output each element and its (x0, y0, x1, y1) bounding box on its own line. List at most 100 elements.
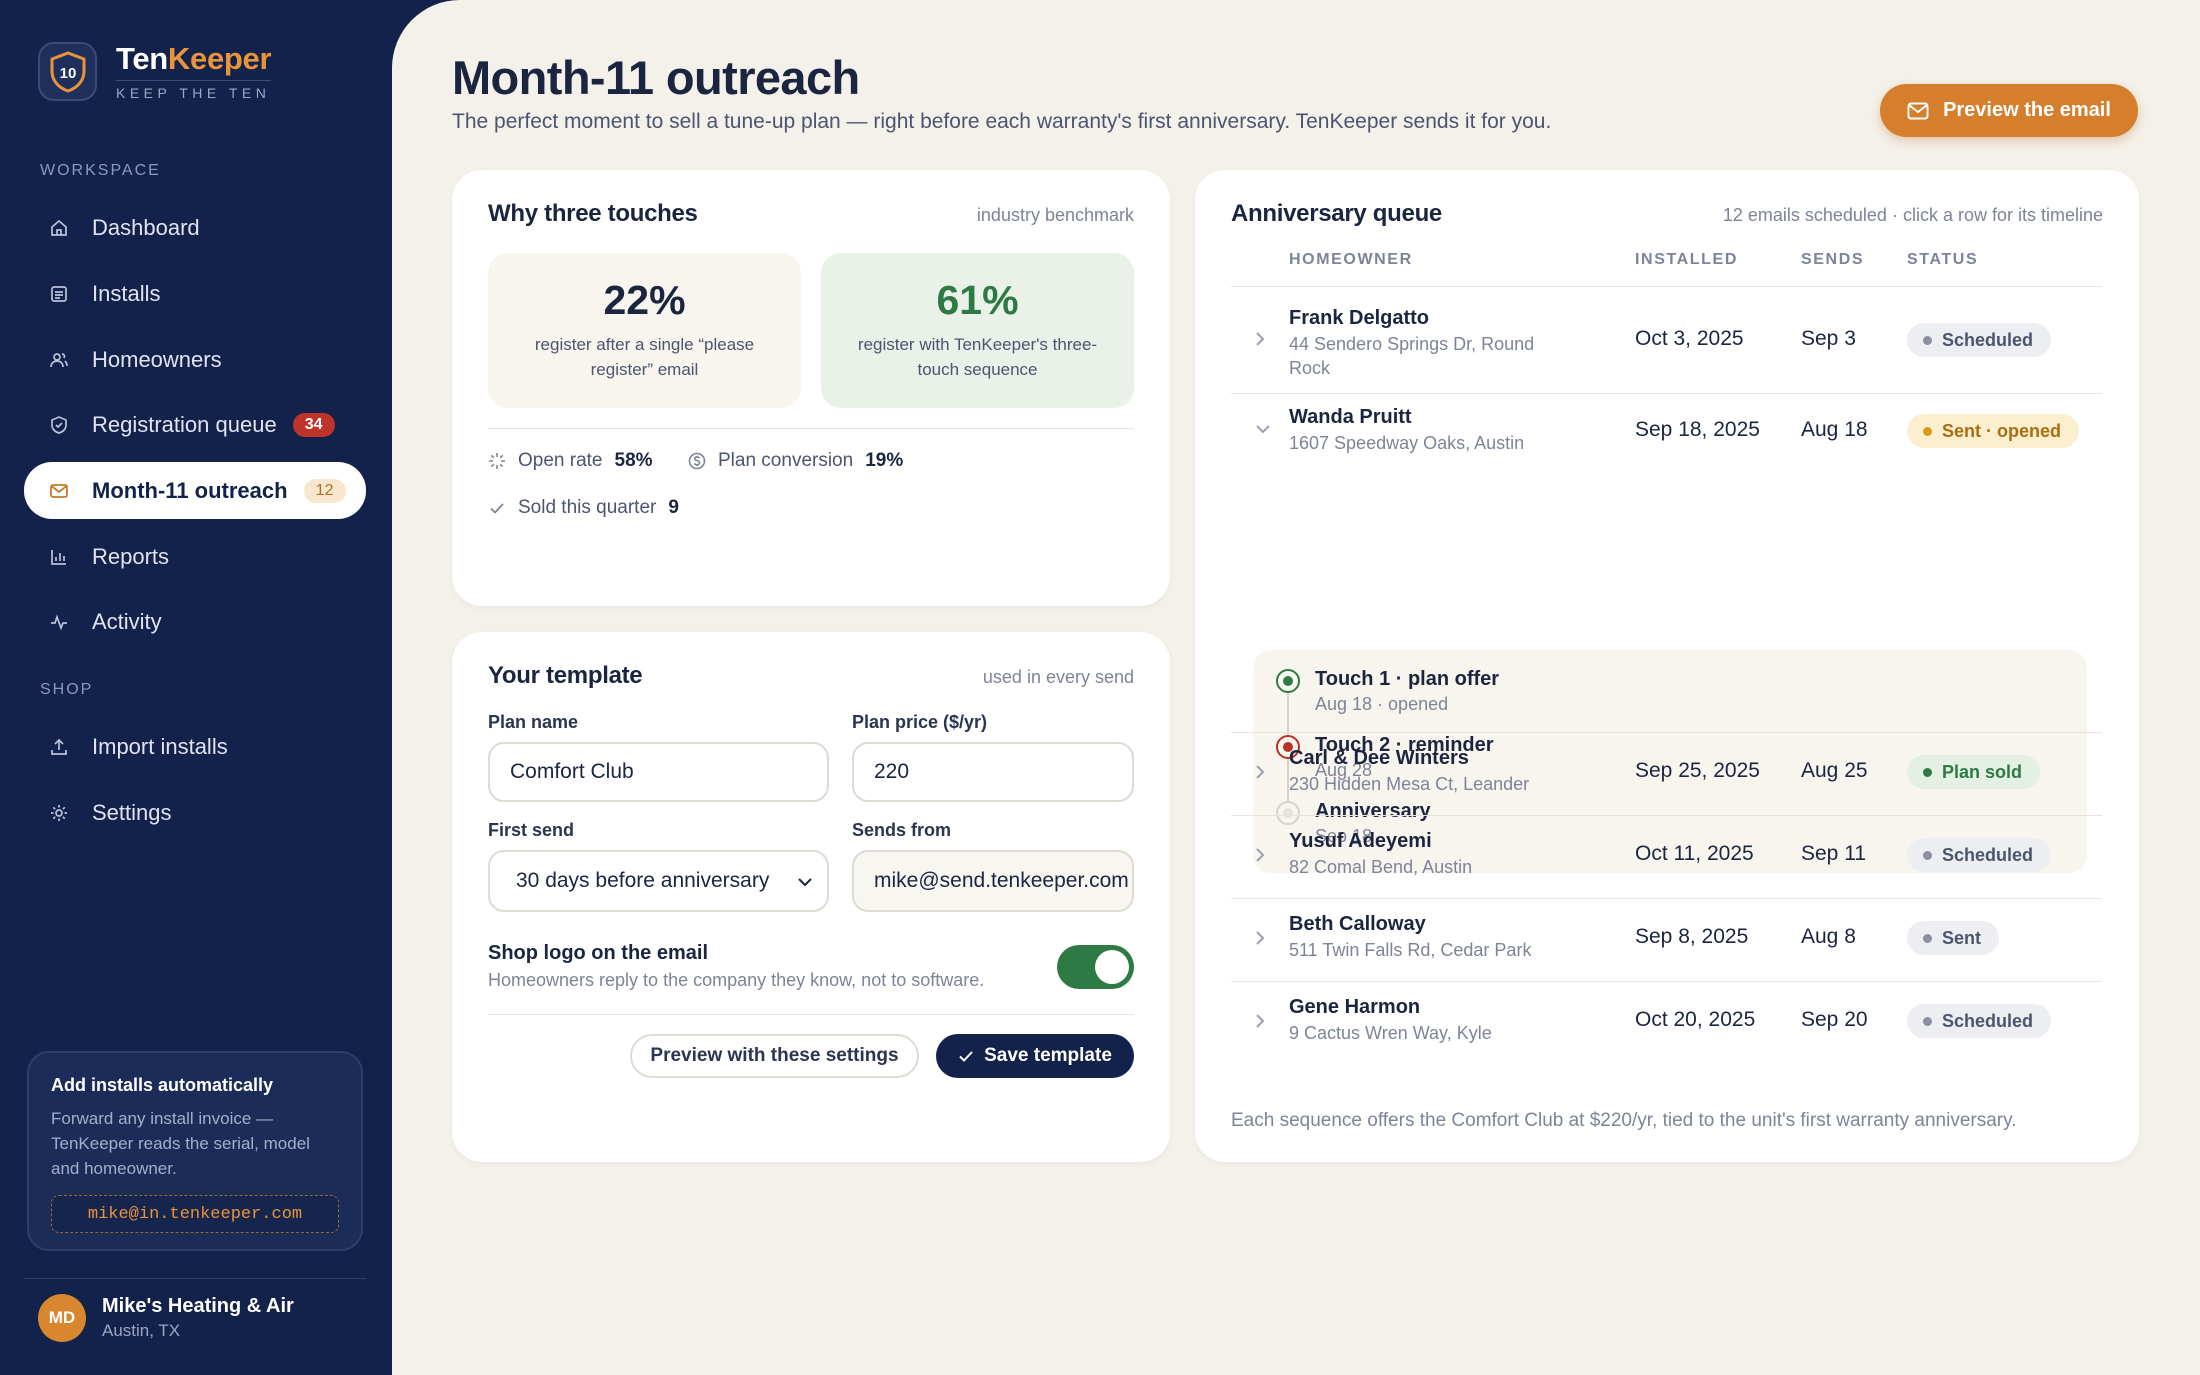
why-three-touches-card: Why three touches industry benchmark 22%… (452, 170, 1170, 606)
status-badge: Scheduled (1907, 838, 2052, 872)
divider (1231, 815, 2102, 816)
status-badge: Scheduled (1907, 323, 2052, 357)
account-switcher[interactable]: MD Mike's Heating & Air Austin, TX (38, 1294, 294, 1342)
sidebar-item-registration-queue[interactable]: Registration queue 34 (24, 396, 366, 453)
chevron-down-icon (797, 869, 813, 893)
anniversary-queue-card: Anniversary queue 12 emails scheduled · … (1195, 170, 2139, 1162)
send-date: Aug 18 (1801, 418, 1868, 441)
timeline-subtitle: Sep 18 (1315, 826, 1373, 846)
avatar: MD (38, 1294, 86, 1342)
status-badge: Sent · opened (1907, 414, 2080, 448)
toggle-knob (1095, 950, 1129, 984)
timeline-dot-next (1276, 735, 1300, 759)
card-title: Your template (488, 662, 643, 689)
installed-date: Sep 18, 2025 (1635, 418, 1760, 441)
sidebar-item-month-11-outreach[interactable]: Month-11 outreach 12 (24, 462, 366, 519)
table-row[interactable]: Beth Calloway 511 Twin Falls Rd, Cedar P… (1231, 899, 2102, 981)
template-card: Your template used in every send Plan na… (452, 632, 1170, 1162)
shield-logo-icon: 10 (38, 42, 97, 101)
single-email-stat: 22% register after a single “please regi… (488, 253, 801, 408)
status-badge: Scheduled (1907, 1004, 2052, 1038)
installed-date: Sep 8, 2025 (1635, 925, 1749, 948)
save-template-label: Save template (984, 1045, 1112, 1066)
sidebar-item-homeowners[interactable]: Homeowners (24, 331, 366, 388)
preview-email-button[interactable]: Preview the email (1880, 84, 2138, 137)
sidebar-item-label: Settings (92, 799, 172, 825)
homeowner-address: 44 Sendero Springs Dr, Round Rock (1289, 334, 1535, 378)
plan-name-label: Plan name (488, 712, 579, 732)
stat-caption: register after a single “please register… (534, 335, 755, 379)
sidebar-item-import-installs[interactable]: Import installs (24, 718, 366, 775)
brand-tagline: KEEP THE TEN (116, 80, 272, 101)
sidebar-item-settings[interactable]: Settings (24, 784, 366, 841)
chevron-right-icon (1255, 764, 1265, 780)
preview-settings-button[interactable]: Preview with these settings (630, 1034, 919, 1078)
table-row[interactable]: Frank Delgatto 44 Sendero Springs Dr, Ro… (1231, 287, 2102, 396)
page-subtitle: The perfect moment to sell a tune-up pla… (452, 110, 1552, 133)
chevron-down-icon (1255, 424, 1271, 434)
shop-logo-toggle[interactable] (1057, 945, 1134, 989)
stat-value: 61% (936, 277, 1019, 323)
nav-section-workspace: WORKSPACE (40, 162, 161, 179)
table-row[interactable]: Carl & Dee Winters 230 Hidden Mesa Ct, L… (1231, 733, 2102, 815)
homeowner-address: 82 Comal Bend, Austin (1289, 857, 1473, 877)
metric-value: 58% (614, 450, 653, 471)
installed-date: Oct 11, 2025 (1635, 842, 1754, 865)
table-row[interactable]: Yusuf Adeyemi 82 Comal Bend, Austin Oct … (1231, 816, 2102, 898)
column-header-sends[interactable]: SENDS (1801, 251, 1865, 268)
sold-quarter-metric: Sold this quarter 9 (488, 497, 679, 519)
brand-name: TenKeeper (116, 41, 272, 76)
sidebar-item-activity[interactable]: Activity (24, 593, 366, 650)
table-row-expanded[interactable]: Wanda Pruitt 1607 Speedway Oaks, Austin … (1231, 394, 2102, 478)
homeowner-name: Wanda Pruitt (1289, 406, 1412, 428)
chevron-right-icon (1255, 847, 1265, 863)
divider (1231, 981, 2102, 982)
metric-value: 19% (865, 450, 904, 471)
first-send-select[interactable]: 30 days before anniversary (488, 850, 829, 912)
metric-label: Plan conversion (718, 450, 854, 471)
sidebar-item-reports[interactable]: Reports (24, 528, 366, 585)
plan-price-label: Plan price ($/yr) (852, 712, 988, 732)
homeowner-name: Gene Harmon (1289, 996, 1421, 1018)
sidebar-item-installs[interactable]: Installs (24, 265, 366, 322)
account-location: Austin, TX (102, 1321, 181, 1340)
plan-name-input[interactable]: Comfort Club (488, 742, 829, 802)
open-rate-metric: Open rate 58% (488, 450, 653, 472)
card-hint: 12 emails scheduled · click a row for it… (1722, 205, 2103, 225)
column-header-homeowner[interactable]: HOMEOWNER (1289, 251, 1413, 268)
stat-value: 22% (603, 277, 686, 323)
homeowner-name: Carl & Dee Winters (1289, 747, 1469, 769)
users-icon (48, 349, 70, 371)
pulse-icon (48, 611, 70, 633)
table-row[interactable]: Gene Harmon 9 Cactus Wren Way, Kyle Oct … (1231, 982, 2102, 1064)
send-date: Sep 3 (1801, 327, 1856, 350)
timeline-title: Touch 2 · reminder (1315, 734, 1494, 756)
divider (1231, 898, 2102, 899)
column-header-status[interactable]: STATUS (1907, 251, 1979, 268)
stat-caption: register with TenKeeper's three-touch se… (857, 335, 1098, 379)
status-badge: Plan sold (1907, 755, 2041, 789)
list-icon (48, 283, 70, 305)
column-header-installed[interactable]: INSTALLED (1635, 251, 1738, 268)
sends-from-input[interactable]: mike@send.tenkeeper.com (852, 850, 1134, 912)
timeline-title: Touch 1 · plan offer (1315, 668, 1500, 690)
brand[interactable]: 10 TenKeeper KEEP THE TEN (38, 41, 272, 101)
sidebar-item-label: Reports (92, 543, 170, 569)
chart-icon (48, 546, 70, 568)
shield-icon (48, 414, 70, 436)
sends-from-label: Sends from (852, 820, 952, 840)
auto-import-title: Add installs automatically (51, 1075, 274, 1095)
send-date: Aug 8 (1801, 925, 1856, 948)
auto-import-desc: Forward any install invoice — TenKeeper … (51, 1109, 310, 1178)
card-hint: used in every send (982, 667, 1134, 687)
svg-text:10: 10 (59, 65, 76, 82)
save-template-button[interactable]: Save template (936, 1034, 1134, 1078)
divider (1231, 732, 2102, 733)
inbound-email-address[interactable]: mike@in.tenkeeper.com (51, 1195, 339, 1233)
first-send-label: First send (488, 820, 575, 840)
sidebar-item-dashboard[interactable]: Dashboard (24, 199, 366, 256)
status-badge: Sent (1907, 921, 2000, 955)
plan-price-input[interactable]: 220 (852, 742, 1134, 802)
chevron-right-icon (1255, 331, 1265, 347)
send-date: Sep 11 (1801, 842, 1866, 865)
